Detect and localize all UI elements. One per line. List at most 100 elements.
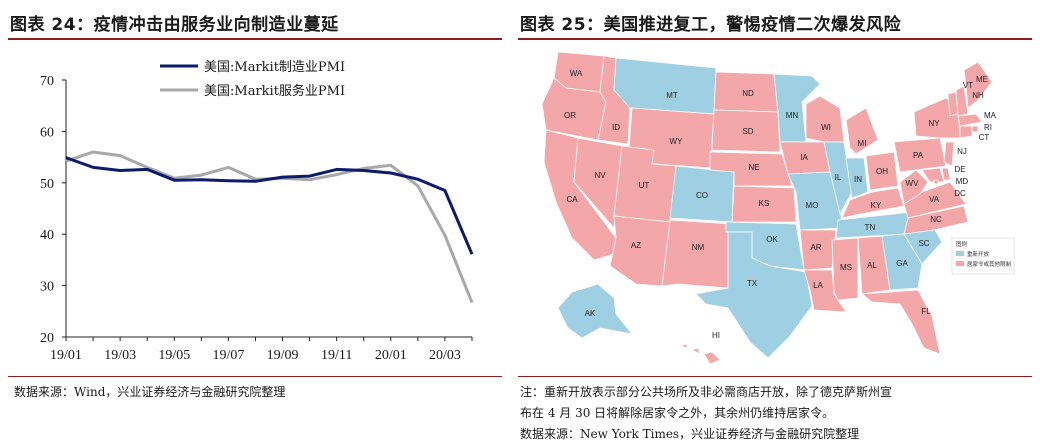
left-title-rule <box>8 38 502 40</box>
state-me <box>963 61 993 109</box>
state-label: CO <box>696 191 708 200</box>
state-la <box>803 269 847 313</box>
state-wv <box>899 169 929 205</box>
y-tick-label: 60 <box>40 125 54 140</box>
state-label: TN <box>865 223 876 232</box>
map-legend-swatch-reopening <box>956 251 964 256</box>
state-label: NY <box>928 119 940 128</box>
state-ri <box>971 125 979 133</box>
states-layer <box>541 51 993 365</box>
state-oh <box>865 151 899 191</box>
x-tick-label: 19/07 <box>212 348 244 363</box>
state-label: WY <box>670 137 684 146</box>
state-label: RI <box>984 123 992 132</box>
x-tick-label: 19/01 <box>50 348 82 363</box>
x-tick-label: 20/01 <box>375 348 407 363</box>
state-label: NM <box>692 243 705 252</box>
state-label: AL <box>867 261 877 270</box>
x-tick-label: 19/05 <box>158 348 190 363</box>
state-label: SD <box>742 127 753 136</box>
state-label: ND <box>742 89 754 98</box>
state-label: AZ <box>631 241 641 250</box>
map-legend-title: 图例 <box>956 240 968 248</box>
y-tick-label: 40 <box>40 228 54 243</box>
state-tx <box>695 231 813 359</box>
right-title-rule <box>518 38 1032 40</box>
state-label: CT <box>979 133 990 142</box>
state-mn <box>773 73 821 143</box>
state-mt <box>613 57 717 115</box>
y-tick-label: 20 <box>40 331 54 346</box>
left-chart-title: 图表 24：疫情冲击由服务业向制造业蔓延 <box>10 15 339 35</box>
state-label: VT <box>963 81 973 90</box>
state-in <box>845 157 869 199</box>
left-bottom-rule <box>8 376 502 377</box>
state-label: NE <box>748 163 759 172</box>
state-label: LA <box>813 281 823 290</box>
right-map-title: 图表 25：美国推进复工，警惕疫情二次爆发风险 <box>520 15 902 35</box>
map-legend-label-reopening: 重新开放 <box>967 250 990 258</box>
pmi-line-chart: 20 30 40 50 60 70 19/01 19/03 19/05 19/07 19/09 19/… <box>40 60 474 363</box>
state-label: WV <box>906 179 920 188</box>
state-label: OH <box>876 167 888 176</box>
state-label: NJ <box>957 147 967 156</box>
right-notes: 注：重新开放表示部分公共场所及非必需商店开放，除了德克萨斯州宣 布在 4 月 3… <box>520 382 892 445</box>
right-bottom-rule <box>518 376 1032 377</box>
state-label: MD <box>956 177 969 186</box>
state-label: UT <box>639 181 650 190</box>
state-label: SC <box>918 239 929 248</box>
left-source-note: 数据来源：Wind，兴业证券经济与金融研究院整理 <box>14 385 286 399</box>
right-note-line-1: 注：重新开放表示部分公共场所及非必需商店开放，除了德克萨斯州宣 <box>520 385 893 399</box>
x-tick-label: 19/09 <box>267 348 299 363</box>
state-hi <box>678 343 721 365</box>
state-nv <box>573 137 623 229</box>
state-label: HI <box>712 331 720 340</box>
state-az <box>609 215 671 287</box>
state-nc <box>903 205 969 235</box>
state-labels: WA OR CA NV ID MT WY UT AZ CO NM ND SD N… <box>564 69 997 340</box>
state-sd <box>711 109 781 153</box>
state-label: MI <box>858 139 867 148</box>
state-label: FL <box>921 307 931 316</box>
x-tick-label: 19/11 <box>321 348 352 363</box>
state-label: GA <box>896 259 908 268</box>
state-label: DE <box>954 165 965 174</box>
state-nh <box>955 85 969 117</box>
state-label: IL <box>835 173 842 182</box>
state-ms <box>831 237 859 301</box>
x-tick-label: 20/03 <box>429 348 461 363</box>
state-label: AK <box>585 309 596 318</box>
state-nj <box>943 141 955 167</box>
state-de <box>941 167 951 181</box>
right-source-note: 数据来源：New York Times，兴业证券经济与金融研究院整理 <box>520 427 860 441</box>
state-ct <box>959 125 973 139</box>
legend-label: 美国:Markit制造业PMI <box>204 60 345 75</box>
state-label: KS <box>759 199 770 208</box>
state-label: MO <box>806 201 819 210</box>
legend-label: 美国:Markit服务业PMI <box>204 83 345 99</box>
state-label: WA <box>570 69 583 78</box>
state-label: MS <box>840 263 852 272</box>
state-label: TX <box>747 279 758 288</box>
state-label: MN <box>786 111 799 120</box>
state-label: MT <box>666 91 678 100</box>
series-line-manufacturing <box>65 156 474 255</box>
state-label: MA <box>984 111 997 120</box>
y-tick-label: 30 <box>40 280 54 295</box>
map-legend: 图例 重新开放 居家令或其他限制 <box>951 237 1015 275</box>
state-label: KY <box>871 201 882 210</box>
state-nm <box>661 219 733 289</box>
state-label: WI <box>821 123 831 132</box>
state-ma <box>957 113 983 127</box>
state-label: AR <box>810 243 821 252</box>
state-label: VA <box>929 195 940 204</box>
state-mi <box>845 107 879 155</box>
state-label: ID <box>612 123 620 132</box>
y-tick-label: 50 <box>40 177 54 192</box>
state-label: OK <box>766 235 778 244</box>
state-md <box>921 167 945 183</box>
state-label: NC <box>930 215 942 224</box>
state-label: PA <box>913 151 924 160</box>
state-pa <box>893 137 947 173</box>
state-wi <box>805 95 845 143</box>
